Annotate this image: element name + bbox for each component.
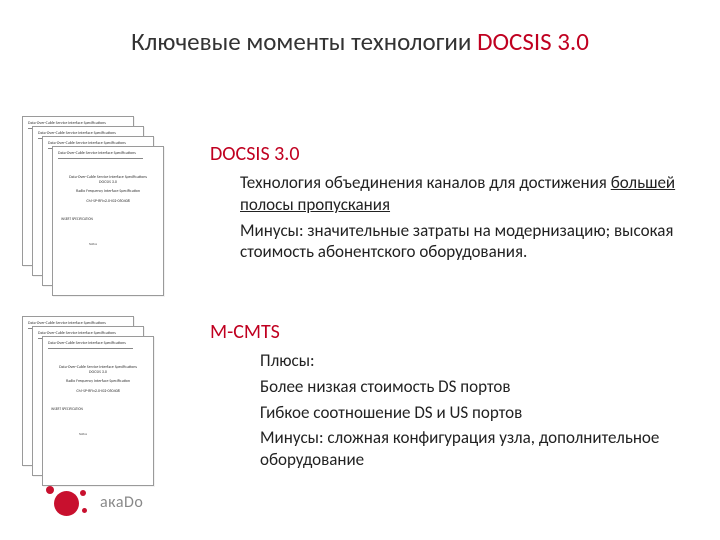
doc-header: Data-Over-Cable Service Interface Specif… <box>58 151 143 159</box>
doc-spec: INSERT SPECIFICATION <box>61 217 93 222</box>
logo-icon <box>46 486 90 518</box>
doc-notice: Notice <box>79 433 145 437</box>
section-heading: M-CMTS <box>210 320 692 344</box>
body-line: Гибкое соотношение DS и US портов <box>210 402 692 424</box>
doc-notice: Notice <box>89 243 155 247</box>
doc-title: Data-Over-Cable Service Interface Specif… <box>63 175 153 195</box>
body-line: Минусы: значительные затраты на модерниз… <box>210 220 692 264</box>
doc-title: Data-Over-Cable Service Interface Specif… <box>53 365 143 385</box>
logo-text: акаDо <box>100 493 143 512</box>
body-line: Более низкая стоимость DS портов <box>210 376 692 398</box>
title-prefix: Ключевые моменты технологии <box>131 26 477 57</box>
doc-code: CM-SP-RFIv2.0-I02-050408 <box>53 389 143 394</box>
logo: акаDо <box>46 486 143 518</box>
doc-code: CM-SP-RFIv2.0-I02-050408 <box>63 199 153 204</box>
section-mcmts: M-CMTS Плюсы: Более низкая стоимость DS … <box>210 320 692 475</box>
doc-thumbnail: Data-Over-Cable Service Interface Specif… <box>52 146 164 296</box>
section-heading: DOCSIS 3.0 <box>210 142 692 166</box>
body-line: Плюсы: <box>210 350 692 372</box>
doc-header: Data-Over-Cable Service Interface Specif… <box>48 341 133 349</box>
section-docsis: DOCSIS 3.0 Технология объединения канало… <box>210 142 692 267</box>
doc-thumbnail: Data-Over-Cable Service Interface Specif… <box>42 336 154 486</box>
body-line: Технология объединения каналов для дости… <box>210 172 692 216</box>
doc-spec: INSERT SPECIFICATION <box>51 407 83 412</box>
title-accent: DOCSIS 3.0 <box>477 26 589 57</box>
slide-title: Ключевые моменты технологии DOCSIS 3.0 <box>0 26 720 57</box>
body-line: Минусы: сложная конфигурация узла, допол… <box>210 427 692 471</box>
